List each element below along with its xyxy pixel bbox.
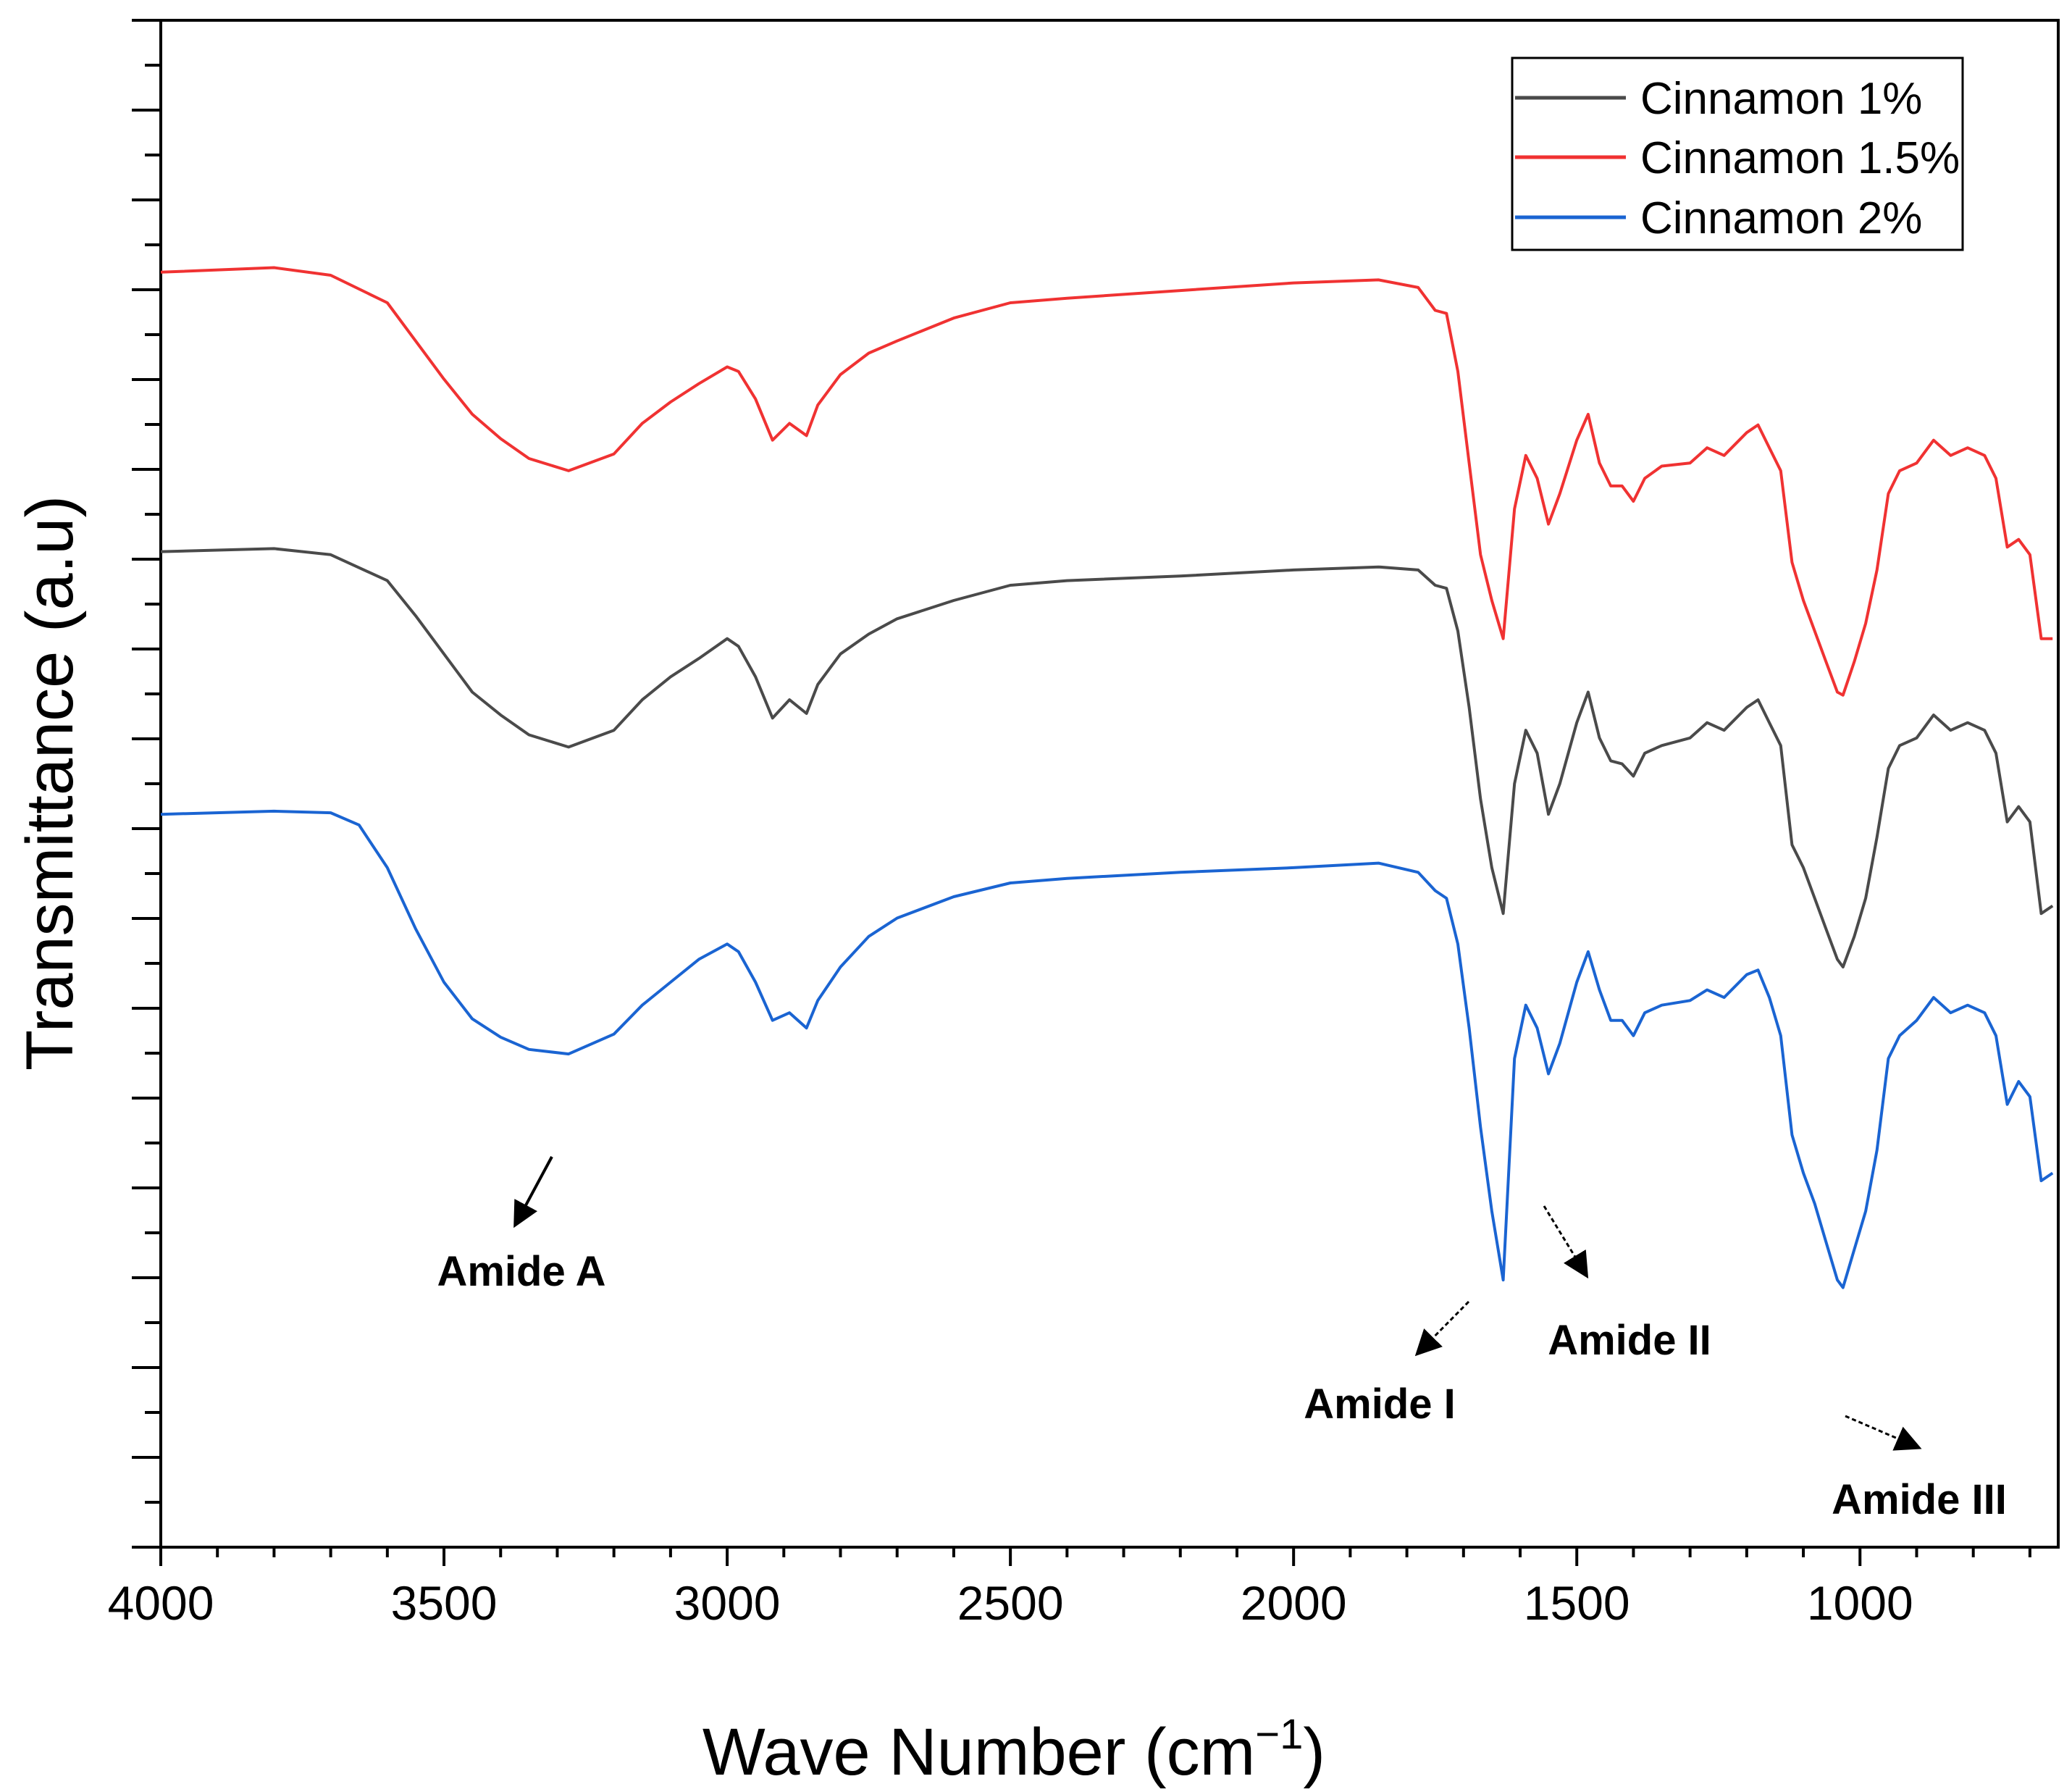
amide-iii-label: Amide III	[1832, 1476, 2007, 1523]
annotations: Amide A Amide I Amide II Amide III	[437, 1156, 2007, 1523]
x-tick-label-3000: 3000	[674, 1576, 781, 1630]
amide-i-label: Amide I	[1304, 1381, 1456, 1428]
x-tick-label-4000: 4000	[108, 1576, 214, 1630]
series-line-1	[160, 547, 2054, 968]
series-line-2	[160, 266, 2053, 697]
series-line-3	[160, 809, 2054, 1289]
y-axis-title: Transmittance (a.u)	[13, 495, 87, 1071]
x-tick-label-1000: 1000	[1807, 1576, 1913, 1630]
x-axis-ticks	[159, 1547, 2031, 1566]
x-axis-title: Wave Number (cm−1)	[702, 1711, 1325, 1789]
amide-ii-label: Amide II	[1548, 1317, 1711, 1364]
y-axis-ticks	[132, 19, 161, 1549]
amide-ii-arrow	[1543, 1205, 1589, 1279]
x-tick-label-2500: 2500	[957, 1576, 1064, 1630]
legend-label-2: Cinnamon 1.5%	[1640, 133, 1960, 183]
amide-i-arrow	[1414, 1300, 1470, 1357]
x-axis-title-superscript: −1	[1255, 1711, 1303, 1758]
x-axis-tick-labels: 4000 3500 3000 2500 2000 1500 1000	[108, 1576, 1913, 1630]
legend-label-3: Cinnamon 2%	[1640, 193, 1922, 243]
amide-a-arrow	[513, 1156, 553, 1228]
legend-label-1: Cinnamon 1%	[1640, 74, 1922, 124]
amide-iii-arrow	[1845, 1415, 1922, 1451]
x-tick-label-1500: 1500	[1524, 1576, 1630, 1630]
x-tick-label-2000: 2000	[1241, 1576, 1347, 1630]
x-tick-label-3500: 3500	[391, 1576, 498, 1630]
x-axis-title-main: Wave Number (cm	[702, 1715, 1255, 1789]
series-lines	[160, 266, 2054, 1289]
amide-a-label: Amide A	[437, 1248, 605, 1295]
x-axis-title-close: )	[1303, 1715, 1325, 1789]
legend: Cinnamon 1% Cinnamon 1.5% Cinnamon 2%	[1511, 56, 1964, 251]
